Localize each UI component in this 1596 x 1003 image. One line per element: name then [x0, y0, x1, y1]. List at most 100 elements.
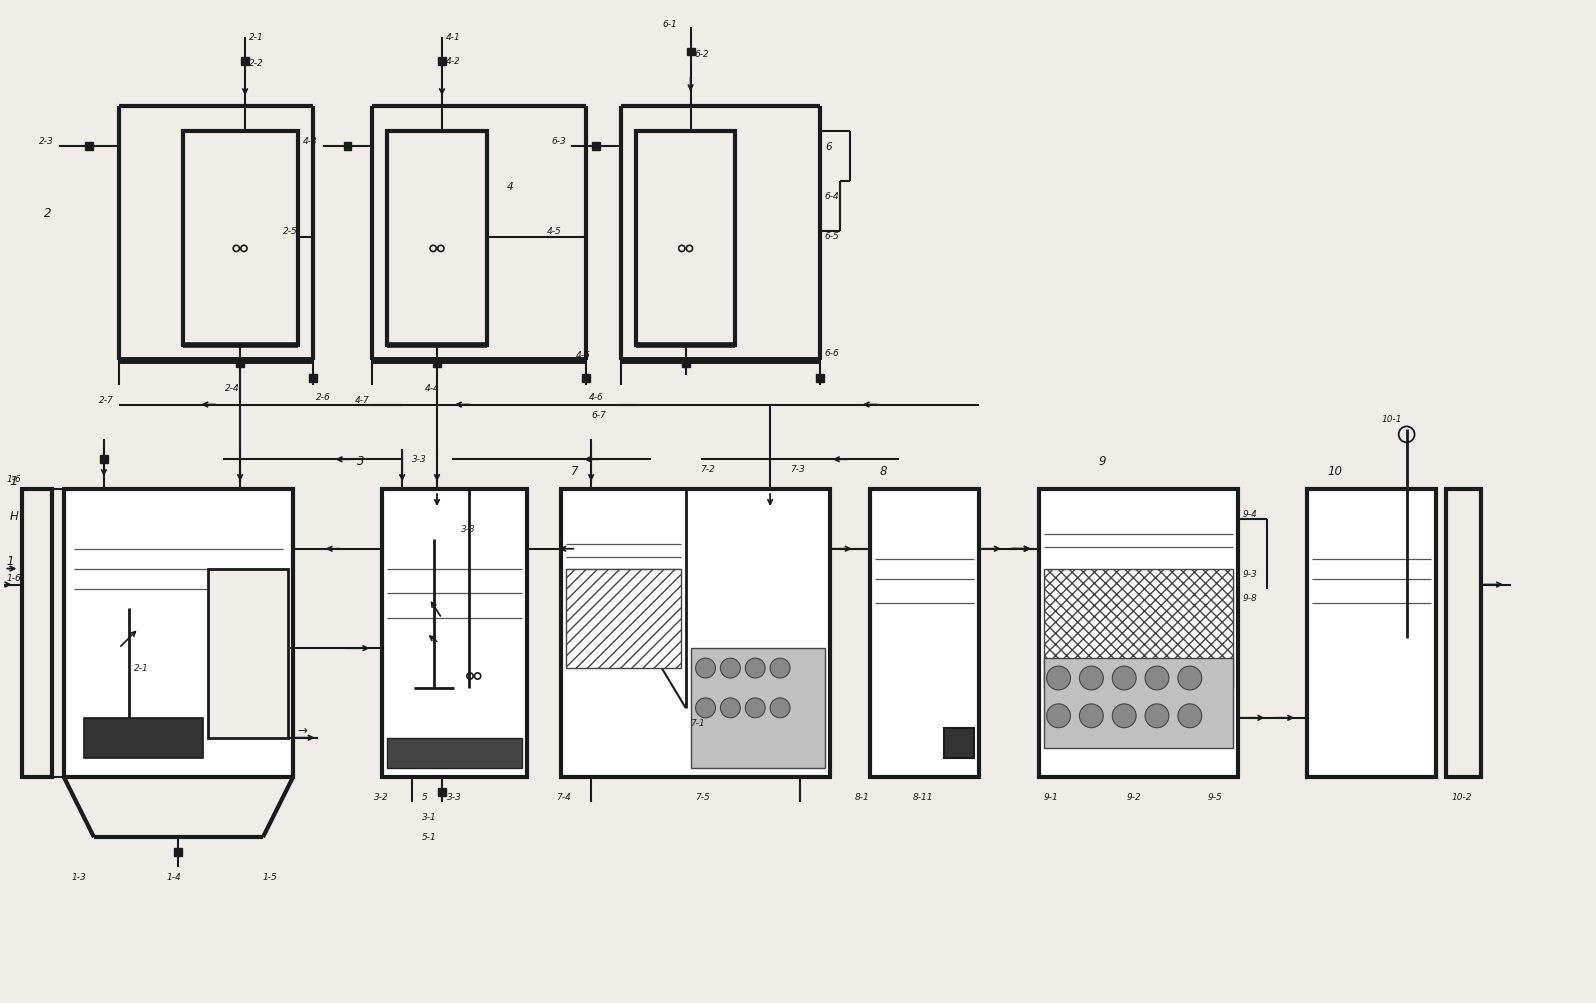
Bar [236, 359, 244, 367]
Bar [1044, 658, 1232, 748]
Text: 7-2: 7-2 [701, 464, 715, 473]
Text: 1-3: 1-3 [72, 872, 86, 881]
Bar [388, 738, 522, 767]
Text: 2-1: 2-1 [249, 32, 263, 41]
Bar [209, 569, 287, 738]
Text: 7: 7 [571, 464, 579, 477]
Bar [22, 489, 53, 777]
Bar [583, 374, 591, 382]
Text: 3-3: 3-3 [461, 525, 476, 534]
Bar [691, 649, 825, 767]
Text: 2-7: 2-7 [99, 395, 113, 404]
Circle shape [745, 658, 764, 678]
Bar [184, 132, 298, 345]
Text: 2-3: 2-3 [40, 136, 54, 145]
Text: 7-4: 7-4 [557, 792, 571, 801]
Text: 6-6: 6-6 [825, 348, 839, 357]
Circle shape [745, 698, 764, 718]
Text: 4-6: 4-6 [576, 350, 591, 359]
Circle shape [1178, 666, 1202, 690]
Bar [433, 359, 440, 367]
Text: 3-1: 3-1 [421, 812, 437, 821]
Text: 3-3: 3-3 [412, 454, 426, 463]
Text: 1-6: 1-6 [6, 474, 21, 483]
Text: 6-3: 6-3 [551, 136, 567, 145]
Text: →: → [298, 723, 308, 736]
Text: 8-1: 8-1 [855, 792, 870, 801]
Text: 4-5: 4-5 [546, 227, 562, 236]
Circle shape [1047, 704, 1071, 728]
Text: 2: 2 [45, 207, 51, 220]
Text: 6-2: 6-2 [694, 49, 709, 58]
Text: 4-2: 4-2 [445, 57, 461, 66]
Text: 1-4: 1-4 [166, 872, 182, 881]
Text: 1-5: 1-5 [263, 872, 278, 881]
Text: 6-5: 6-5 [825, 232, 839, 241]
Bar [1039, 489, 1237, 777]
Text: 4: 4 [506, 182, 514, 192]
Bar [437, 58, 445, 66]
Text: 9-2: 9-2 [1127, 792, 1141, 801]
Circle shape [1144, 704, 1168, 728]
Text: 9-8: 9-8 [1243, 594, 1258, 603]
Text: 7-3: 7-3 [790, 464, 804, 473]
Text: 2-6: 2-6 [316, 392, 330, 401]
Circle shape [720, 698, 741, 718]
Text: 8-11: 8-11 [913, 792, 934, 801]
Bar [85, 718, 203, 758]
Bar [592, 142, 600, 150]
Circle shape [1047, 666, 1071, 690]
Bar [343, 142, 351, 150]
Text: 2-2: 2-2 [249, 59, 263, 68]
Circle shape [696, 698, 715, 718]
Text: 5: 5 [421, 792, 428, 801]
Bar [870, 489, 978, 777]
Text: 6-1: 6-1 [662, 20, 678, 29]
Text: 9-3: 9-3 [1243, 569, 1258, 578]
Bar [567, 569, 680, 668]
Circle shape [1112, 704, 1136, 728]
Circle shape [1178, 704, 1202, 728]
Text: 9-4: 9-4 [1243, 510, 1258, 519]
Text: H: H [10, 510, 18, 523]
Text: 7-1: 7-1 [691, 718, 705, 727]
Text: 3-2: 3-2 [375, 792, 389, 801]
Bar [308, 374, 316, 382]
Text: 10-2: 10-2 [1451, 792, 1472, 801]
Bar [1446, 489, 1481, 777]
Text: 3-3: 3-3 [447, 792, 461, 801]
Circle shape [1112, 666, 1136, 690]
Bar [635, 132, 736, 345]
Text: 9-5: 9-5 [1208, 792, 1223, 801]
Bar [64, 489, 292, 777]
Text: 2-4: 2-4 [225, 383, 239, 392]
Bar [681, 359, 689, 367]
Bar [1044, 569, 1232, 688]
Text: 2-1: 2-1 [134, 663, 148, 672]
Text: 6: 6 [825, 141, 832, 151]
Circle shape [1079, 704, 1103, 728]
Circle shape [771, 658, 790, 678]
Text: 4-6: 4-6 [589, 392, 603, 401]
Text: 1-6: 1-6 [6, 573, 21, 582]
Text: 1: 1 [10, 474, 18, 487]
Circle shape [771, 698, 790, 718]
Bar [383, 489, 527, 777]
Text: 7-5: 7-5 [696, 792, 710, 801]
Text: 9: 9 [1098, 454, 1106, 467]
Text: 10: 10 [1326, 464, 1342, 477]
Bar [945, 728, 974, 758]
Bar [816, 374, 824, 382]
Text: 8: 8 [879, 464, 887, 477]
Text: 4-7: 4-7 [354, 395, 369, 404]
Bar [1307, 489, 1436, 777]
Bar [686, 48, 694, 56]
Text: 1: 1 [6, 554, 14, 567]
Text: 6-7: 6-7 [591, 410, 606, 419]
Text: 4-4: 4-4 [425, 383, 440, 392]
Text: 10-1: 10-1 [1382, 415, 1403, 424]
Circle shape [720, 658, 741, 678]
Bar [388, 132, 487, 345]
Text: 9-1: 9-1 [1044, 792, 1058, 801]
Text: 4-3: 4-3 [303, 136, 318, 145]
